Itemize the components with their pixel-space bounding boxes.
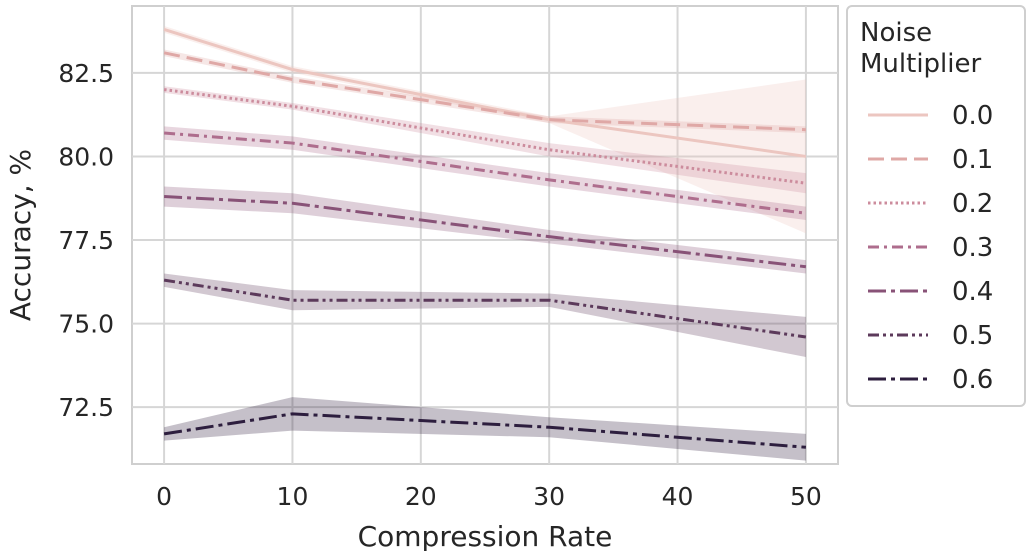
legend-label-0.0: 0.0 <box>952 101 993 131</box>
y-tick-labels: 72.5 75.0 77.5 80.0 82.5 <box>58 59 114 422</box>
legend-label-0.5: 0.5 <box>952 321 993 351</box>
x-tick-label: 40 <box>662 482 694 511</box>
x-tick-label: 10 <box>277 482 309 511</box>
x-tick-label: 0 <box>156 482 172 511</box>
legend-label-0.2: 0.2 <box>952 189 993 219</box>
series-line-0.6 <box>163 412 807 449</box>
series-line-0.1 <box>163 51 806 132</box>
x-tick-labels: 0 10 20 30 40 50 <box>156 482 822 511</box>
plot-frame <box>131 5 839 465</box>
series-line-0.4 <box>164 195 807 269</box>
legend-label-0.1: 0.1 <box>952 145 993 175</box>
x-tick-label: 20 <box>405 482 437 511</box>
y-tick-label: 77.5 <box>58 226 114 255</box>
legend: Noise Multiplier 0.0 0.1 0.2 0.3 0.4 0.5 0.6 <box>846 5 1026 407</box>
confidence-band-0.1 <box>164 49 806 134</box>
y-axis-title: Accuracy, % <box>4 149 37 321</box>
y-tick-label: 82.5 <box>58 59 114 88</box>
legend-label-0.6: 0.6 <box>952 365 993 395</box>
x-tick-label: 30 <box>533 482 565 511</box>
confidence-band-0.3 <box>164 126 806 220</box>
x-axis-title: Compression Rate <box>358 520 613 551</box>
grid <box>132 6 838 464</box>
y-tick-label: 75.0 <box>58 310 114 339</box>
confidence-band-0.5 <box>164 273 806 358</box>
series-line-0.0 <box>163 27 807 158</box>
series-lines <box>163 27 807 449</box>
legend-label-0.3: 0.3 <box>952 233 993 263</box>
legend-label-0.4: 0.4 <box>952 277 993 307</box>
y-tick-label: 80.0 <box>58 142 114 171</box>
legend-box <box>846 5 1026 407</box>
legend-items: 0.0 0.1 0.2 0.3 0.4 0.5 0.6 <box>868 101 993 395</box>
series-line-0.5 <box>163 278 807 339</box>
series-line-0.2 <box>163 88 807 185</box>
confidence-band-0.0 <box>164 26 806 234</box>
x-tick-label: 50 <box>790 482 822 511</box>
series-line-0.3 <box>163 131 807 215</box>
legend-title: Noise Multiplier <box>860 18 982 79</box>
y-tick-label: 72.5 <box>58 393 114 422</box>
confidence-band-0.6 <box>164 397 806 461</box>
